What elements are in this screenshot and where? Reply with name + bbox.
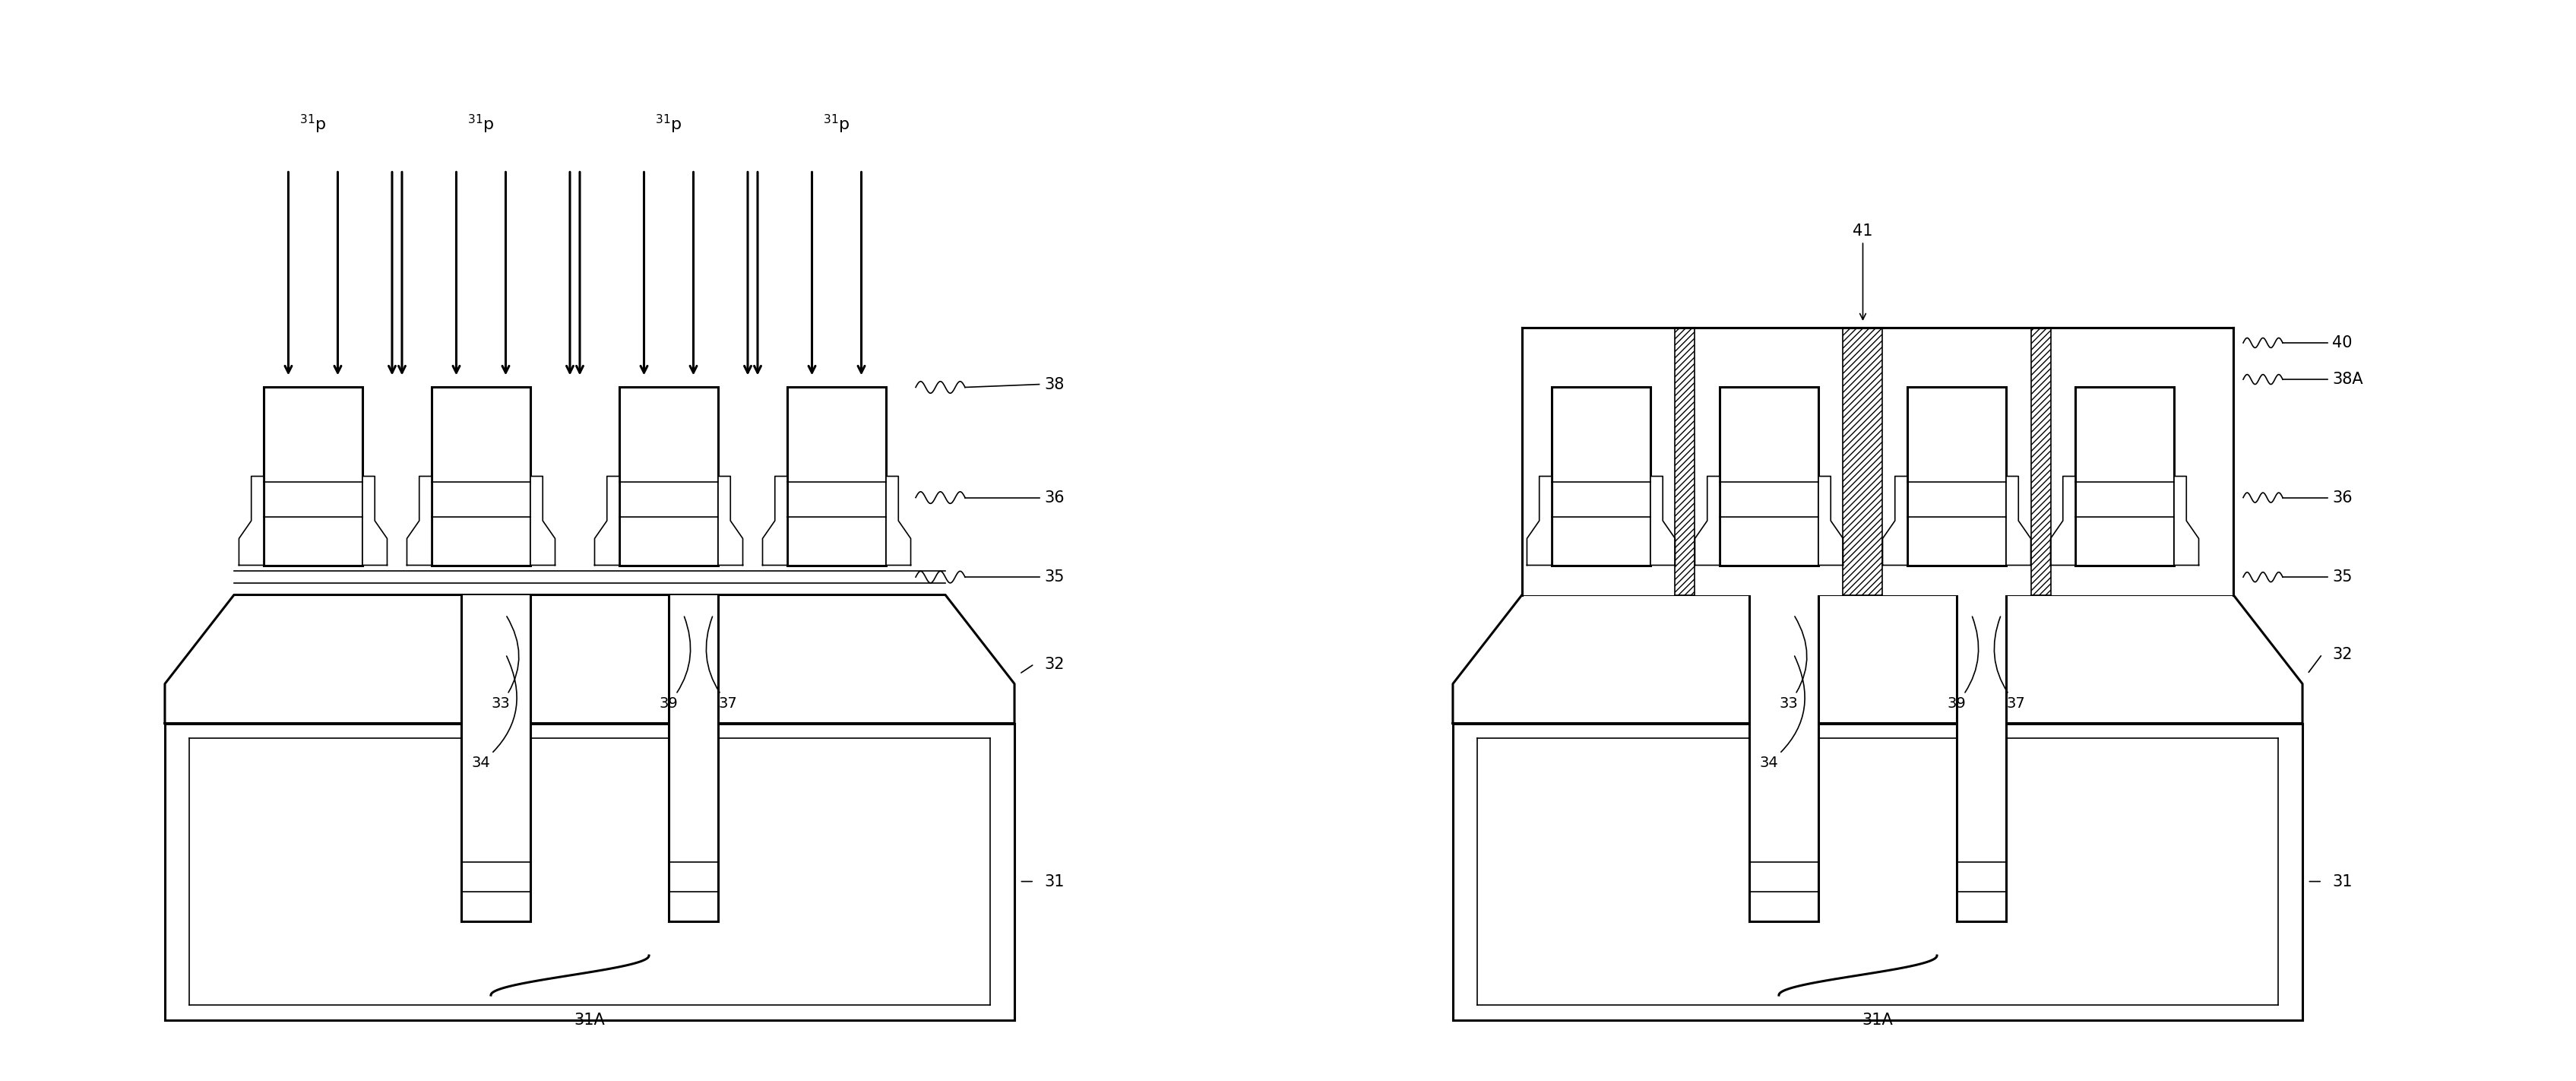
- Text: 37: 37: [1994, 616, 2025, 711]
- Text: $^{31}$p: $^{31}$p: [824, 114, 850, 135]
- Polygon shape: [1819, 477, 1842, 565]
- Bar: [1906, 387, 2007, 565]
- Polygon shape: [1749, 595, 1819, 921]
- Bar: [2076, 387, 2174, 565]
- Bar: [1674, 328, 1695, 595]
- Bar: [1551, 387, 1651, 565]
- Polygon shape: [1819, 477, 1842, 565]
- Polygon shape: [2050, 477, 2076, 565]
- Polygon shape: [719, 477, 742, 565]
- Polygon shape: [595, 477, 618, 565]
- Bar: [618, 387, 719, 565]
- Bar: [1721, 387, 1819, 565]
- Polygon shape: [2174, 477, 2200, 565]
- Text: 32: 32: [1043, 656, 1064, 671]
- Text: 39: 39: [1947, 616, 1978, 711]
- Bar: [1551, 387, 1651, 565]
- Text: 36: 36: [1043, 490, 1064, 505]
- Polygon shape: [1958, 595, 2007, 921]
- Text: $^{31}$p: $^{31}$p: [299, 114, 327, 135]
- Polygon shape: [670, 595, 719, 921]
- Text: 41: 41: [1852, 224, 1873, 320]
- Bar: [433, 387, 531, 565]
- Text: 35: 35: [1043, 570, 1064, 585]
- Polygon shape: [1522, 328, 2233, 595]
- Polygon shape: [1651, 477, 1674, 565]
- Polygon shape: [1695, 477, 1721, 565]
- Text: 35: 35: [2331, 570, 2352, 585]
- Text: 31: 31: [1043, 873, 1064, 889]
- Polygon shape: [1528, 477, 1551, 565]
- Polygon shape: [407, 477, 433, 565]
- Bar: [263, 387, 363, 565]
- Bar: [788, 387, 886, 565]
- Polygon shape: [762, 477, 788, 565]
- Text: 40: 40: [2331, 335, 2352, 350]
- Text: 38: 38: [1043, 377, 1064, 392]
- Polygon shape: [1883, 477, 1906, 565]
- Text: 31A: 31A: [1862, 1012, 1893, 1027]
- Text: $^{31}$p: $^{31}$p: [466, 114, 495, 135]
- Text: 32: 32: [2331, 646, 2352, 662]
- Bar: [1721, 387, 1819, 565]
- Polygon shape: [2174, 477, 2200, 565]
- Text: 38A: 38A: [2331, 372, 2362, 387]
- Polygon shape: [531, 477, 554, 565]
- Polygon shape: [461, 595, 531, 921]
- Text: 34: 34: [1759, 656, 1806, 770]
- Polygon shape: [1453, 595, 2303, 723]
- Text: 33: 33: [492, 616, 518, 711]
- Polygon shape: [363, 477, 386, 565]
- Polygon shape: [1695, 477, 1721, 565]
- Text: 37: 37: [706, 616, 737, 711]
- Text: 31: 31: [2331, 873, 2352, 889]
- Text: $^{31}$p: $^{31}$p: [654, 114, 683, 135]
- Text: 39: 39: [659, 616, 690, 711]
- Bar: [2030, 328, 2050, 595]
- Polygon shape: [1528, 477, 1551, 565]
- Text: 36: 36: [2331, 490, 2352, 505]
- Polygon shape: [2007, 477, 2030, 565]
- Text: 34: 34: [471, 656, 518, 770]
- Polygon shape: [2050, 477, 2076, 565]
- Bar: [1906, 387, 2007, 565]
- Polygon shape: [240, 477, 263, 565]
- Polygon shape: [2007, 477, 2030, 565]
- Polygon shape: [886, 477, 912, 565]
- Text: 31A: 31A: [574, 1012, 605, 1027]
- Polygon shape: [1883, 477, 1906, 565]
- Bar: [2076, 387, 2174, 565]
- Text: 33: 33: [1780, 616, 1806, 711]
- Polygon shape: [1651, 477, 1674, 565]
- Bar: [1842, 328, 1883, 595]
- Polygon shape: [165, 595, 1015, 723]
